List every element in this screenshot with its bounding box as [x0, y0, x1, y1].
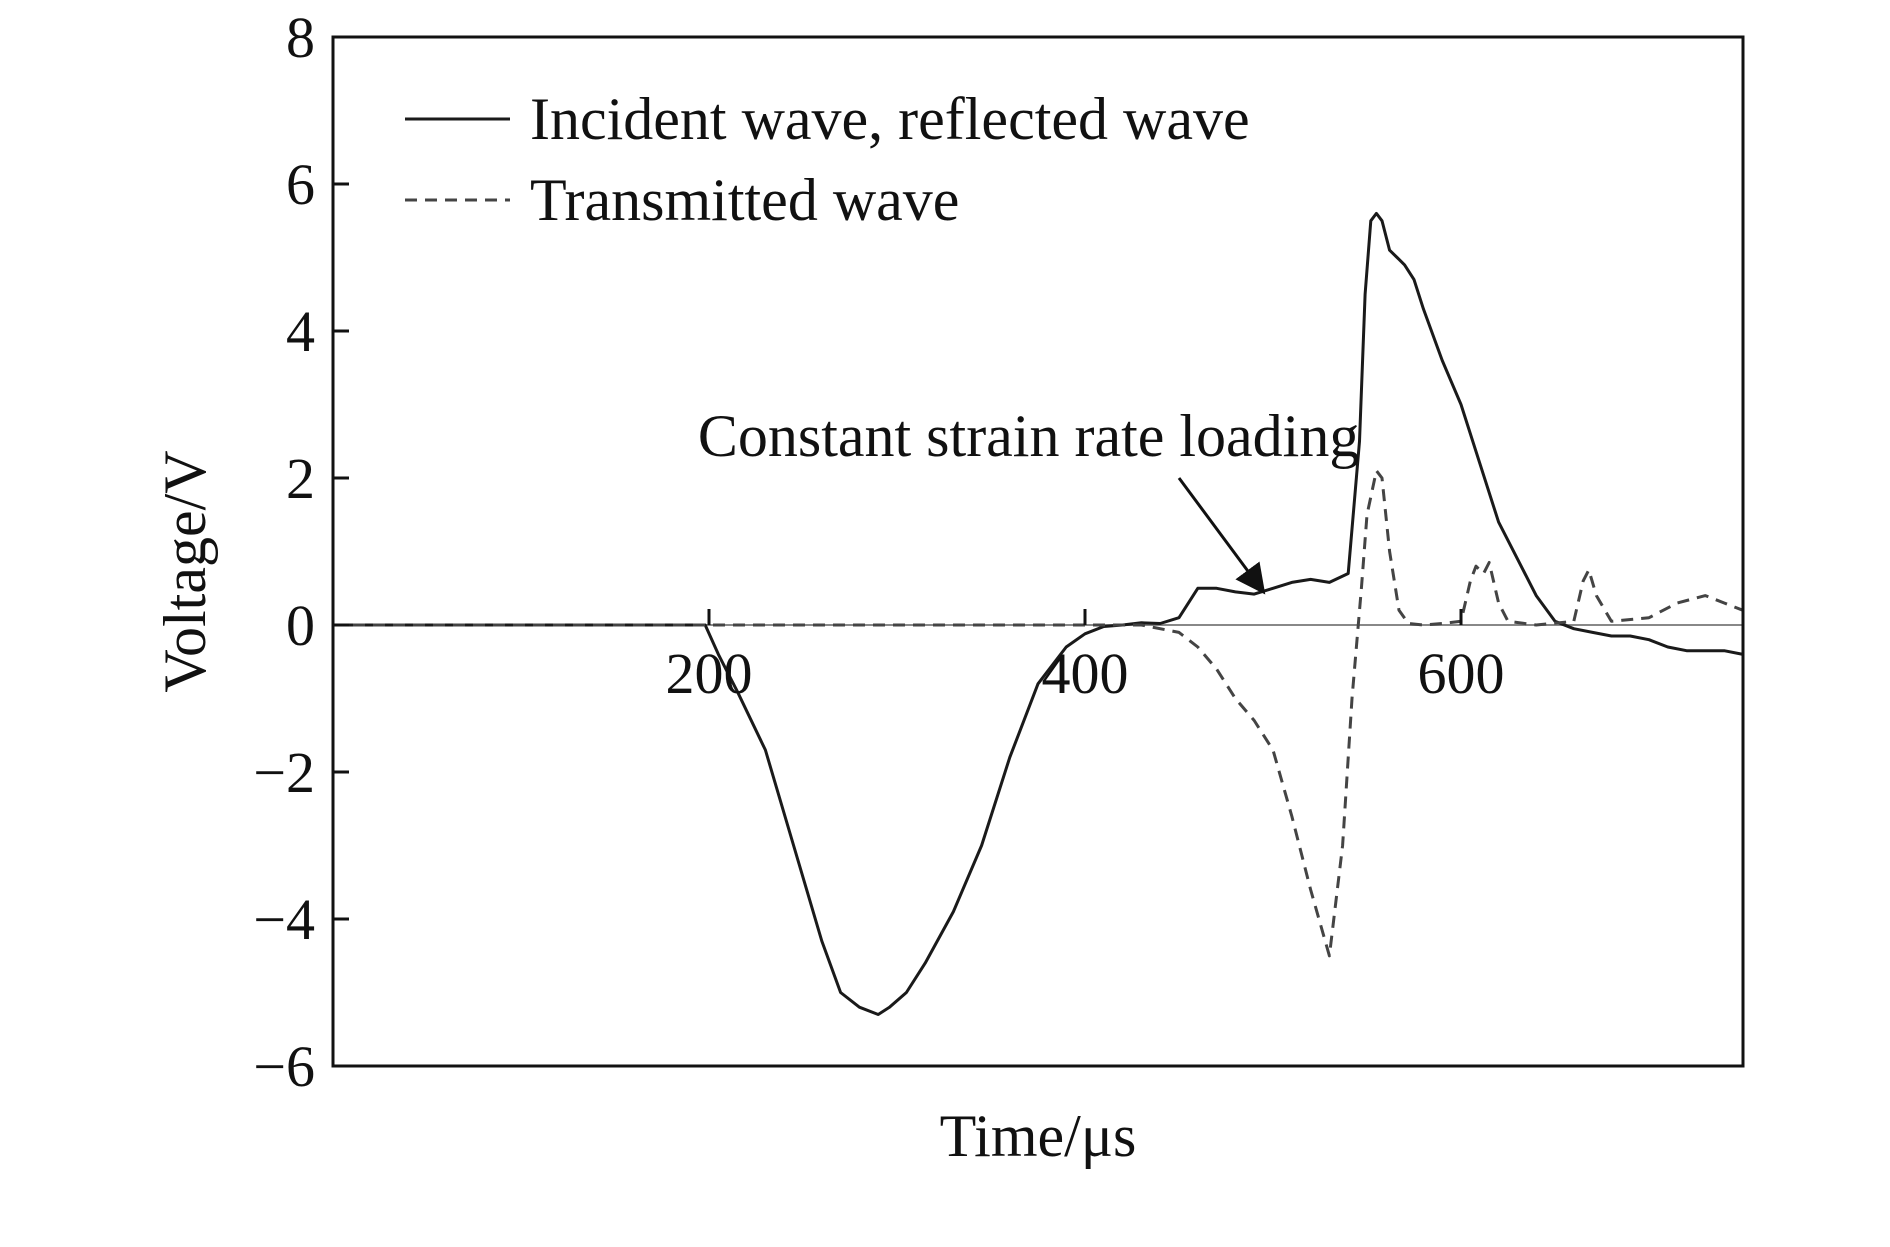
y-tick-label: 8 [286, 5, 315, 70]
series-line-1 [333, 211, 1744, 1016]
y-tick-label: 2 [286, 446, 315, 511]
y-tick-label: 4 [286, 299, 315, 364]
x-axis-title: Time/μs [940, 1103, 1137, 1169]
y-tick-label: 6 [286, 152, 315, 217]
y-tick-label: −4 [253, 887, 315, 952]
y-tick-label: 0 [286, 593, 315, 658]
x-tick-label: 400 [1042, 641, 1129, 706]
y-axis-title: Voltage/V [152, 450, 218, 692]
legend-label-2: Transmitted wave [530, 167, 959, 233]
legend-label-1: Incident wave, reflected wave [530, 86, 1250, 152]
series-line-2 [333, 469, 1744, 958]
annotation-arrow [1177, 477, 1266, 595]
annotation-text: Constant strain rate loading [698, 403, 1360, 469]
x-tick-label: 200 [666, 641, 753, 706]
y-tick-label: −6 [253, 1034, 315, 1099]
plot-frame [331, 35, 1745, 1068]
x-tick-label: 600 [1418, 641, 1505, 706]
y-tick-label: −2 [253, 740, 315, 805]
